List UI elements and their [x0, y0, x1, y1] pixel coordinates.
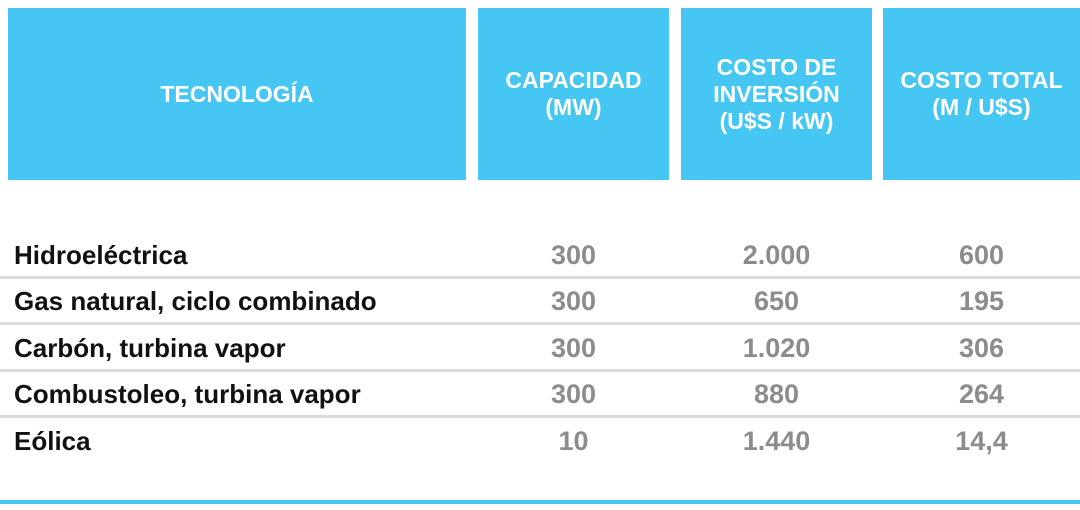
row-label: Eólica: [14, 426, 91, 456]
row-label: Carbón, turbina vapor: [14, 333, 286, 363]
row-value: 306: [958, 333, 1005, 363]
row-value: 195: [958, 286, 1005, 316]
row-label: Gas natural, ciclo combinado: [14, 286, 377, 316]
row-separator: [0, 322, 1080, 325]
table-row: Carbón, turbina vapor 300 1.020 306: [0, 325, 1080, 371]
header-cell: COSTO DE INVERSIÓN (U$S / kW): [681, 8, 872, 180]
row-value: 300: [550, 333, 597, 363]
row-value: 650: [753, 286, 800, 316]
row-label: Combustoleo, turbina vapor: [14, 379, 361, 409]
row-label: Hidroeléctrica: [14, 240, 188, 270]
row-value: 264: [958, 379, 1005, 409]
header-cell: CAPACIDAD (MW): [478, 8, 669, 180]
table-row: Hidroeléctrica 300 2.000 600: [0, 232, 1080, 278]
header-cell: COSTO TOTAL (M / U$S): [883, 8, 1080, 180]
row-value: 2.000: [742, 240, 811, 270]
bottom-rule: [0, 500, 1080, 504]
header-cell: TECNOLOGÍA: [8, 8, 466, 180]
row-separator: [0, 415, 1080, 418]
row-value: 10: [558, 426, 589, 456]
table-row: Combustoleo, turbina vapor 300 880 264: [0, 371, 1080, 417]
row-value: 600: [958, 240, 1005, 270]
row-value: 1.440: [742, 426, 811, 456]
row-value: 14,4: [955, 426, 1008, 456]
row-value: 300: [550, 240, 597, 270]
row-separator: [0, 369, 1080, 372]
row-value: 300: [550, 286, 597, 316]
row-value: 1.020: [742, 333, 811, 363]
table-row: Gas natural, ciclo combinado 300 650 195: [0, 278, 1080, 324]
table-row: Eólica 10 1.440 14,4: [0, 418, 1080, 464]
row-value: 880: [753, 379, 800, 409]
row-separator: [0, 276, 1080, 279]
row-value: 300: [550, 379, 597, 409]
